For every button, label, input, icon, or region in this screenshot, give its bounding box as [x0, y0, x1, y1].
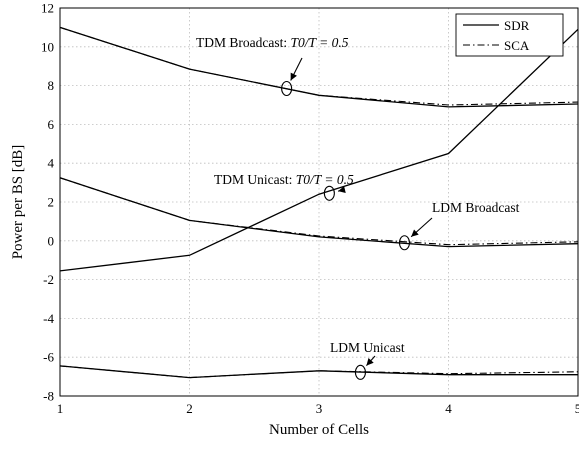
x-tick-label: 3	[316, 401, 323, 416]
annotation-marker	[323, 185, 335, 201]
y-tick-label: 2	[48, 195, 55, 210]
x-tick-label: 2	[186, 401, 193, 416]
x-axis-label: Number of Cells	[269, 422, 369, 438]
y-axis-label: Power per BS [dB]	[10, 145, 26, 260]
annotation-arrowhead	[411, 229, 419, 237]
annotation-tdm-unicast: TDM Unicast: T0/T = 0.5	[214, 172, 354, 187]
y-tick-label: -8	[43, 389, 54, 404]
y-tick-label: 8	[48, 78, 55, 93]
annotation-arrowhead	[290, 72, 297, 81]
annotation-marker	[354, 364, 366, 380]
series-sdr-tdm-unicast	[59, 28, 579, 272]
series-sca-tdm-broadcast	[59, 26, 579, 106]
x-tick-label: 1	[57, 401, 64, 416]
annotation-arrowhead	[366, 358, 374, 366]
series-sca-ldm-broadcast	[59, 177, 579, 246]
y-tick-label: 6	[48, 117, 55, 132]
series-lines	[59, 26, 579, 379]
y-tick-label: 0	[48, 233, 55, 248]
legend: SDR SCA	[455, 13, 564, 57]
y-tick-label: -4	[43, 311, 54, 326]
plot-frame	[59, 7, 579, 397]
annotation-tdm-unicast-prefix: TDM Unicast:	[214, 172, 296, 187]
annotation-tdm-broadcast-prefix: TDM Broadcast:	[196, 35, 290, 50]
annotation-ldm-broadcast: LDM Broadcast	[432, 200, 520, 215]
y-tick-label: 12	[41, 1, 54, 16]
legend-label-sca: SCA	[504, 38, 530, 53]
y-tick-label: -6	[43, 350, 54, 365]
y-tick-label: -2	[43, 272, 54, 287]
annotation-ldm-unicast-text: LDM Unicast	[330, 340, 405, 355]
annotation-tdm-unicast-math: T0/T = 0.5	[296, 172, 354, 187]
annotation-ldm-unicast: LDM Unicast	[330, 340, 405, 355]
legend-label-sdr: SDR	[504, 18, 530, 33]
y-tick-label: 10	[41, 39, 54, 54]
y-tick-label: 4	[48, 156, 55, 171]
annotation-markers	[281, 57, 433, 380]
annotation-ldm-broadcast-text: LDM Broadcast	[432, 200, 520, 215]
annotation-tdm-broadcast-math: T0/T = 0.5	[290, 35, 348, 50]
x-tick-label: 5	[575, 401, 579, 416]
annotation-marker	[281, 80, 293, 97]
annotation-arrowhead	[338, 186, 346, 193]
series-sca-ldm-unicast	[59, 365, 579, 379]
legend-box	[455, 13, 564, 57]
annotation-tdm-broadcast: TDM Broadcast: T0/T = 0.5	[196, 35, 349, 50]
x-tick-label: 4	[445, 401, 452, 416]
series-sdr-ldm-unicast	[59, 365, 578, 379]
svg-text:TDM Broadcast: T0/T = 0.5: TDM Broadcast: T0/T = 0.5	[196, 35, 349, 50]
annotation-marker	[398, 235, 411, 251]
svg-text:TDM Unicast: T0/T = 0.5: TDM Unicast: T0/T = 0.5	[214, 172, 354, 187]
